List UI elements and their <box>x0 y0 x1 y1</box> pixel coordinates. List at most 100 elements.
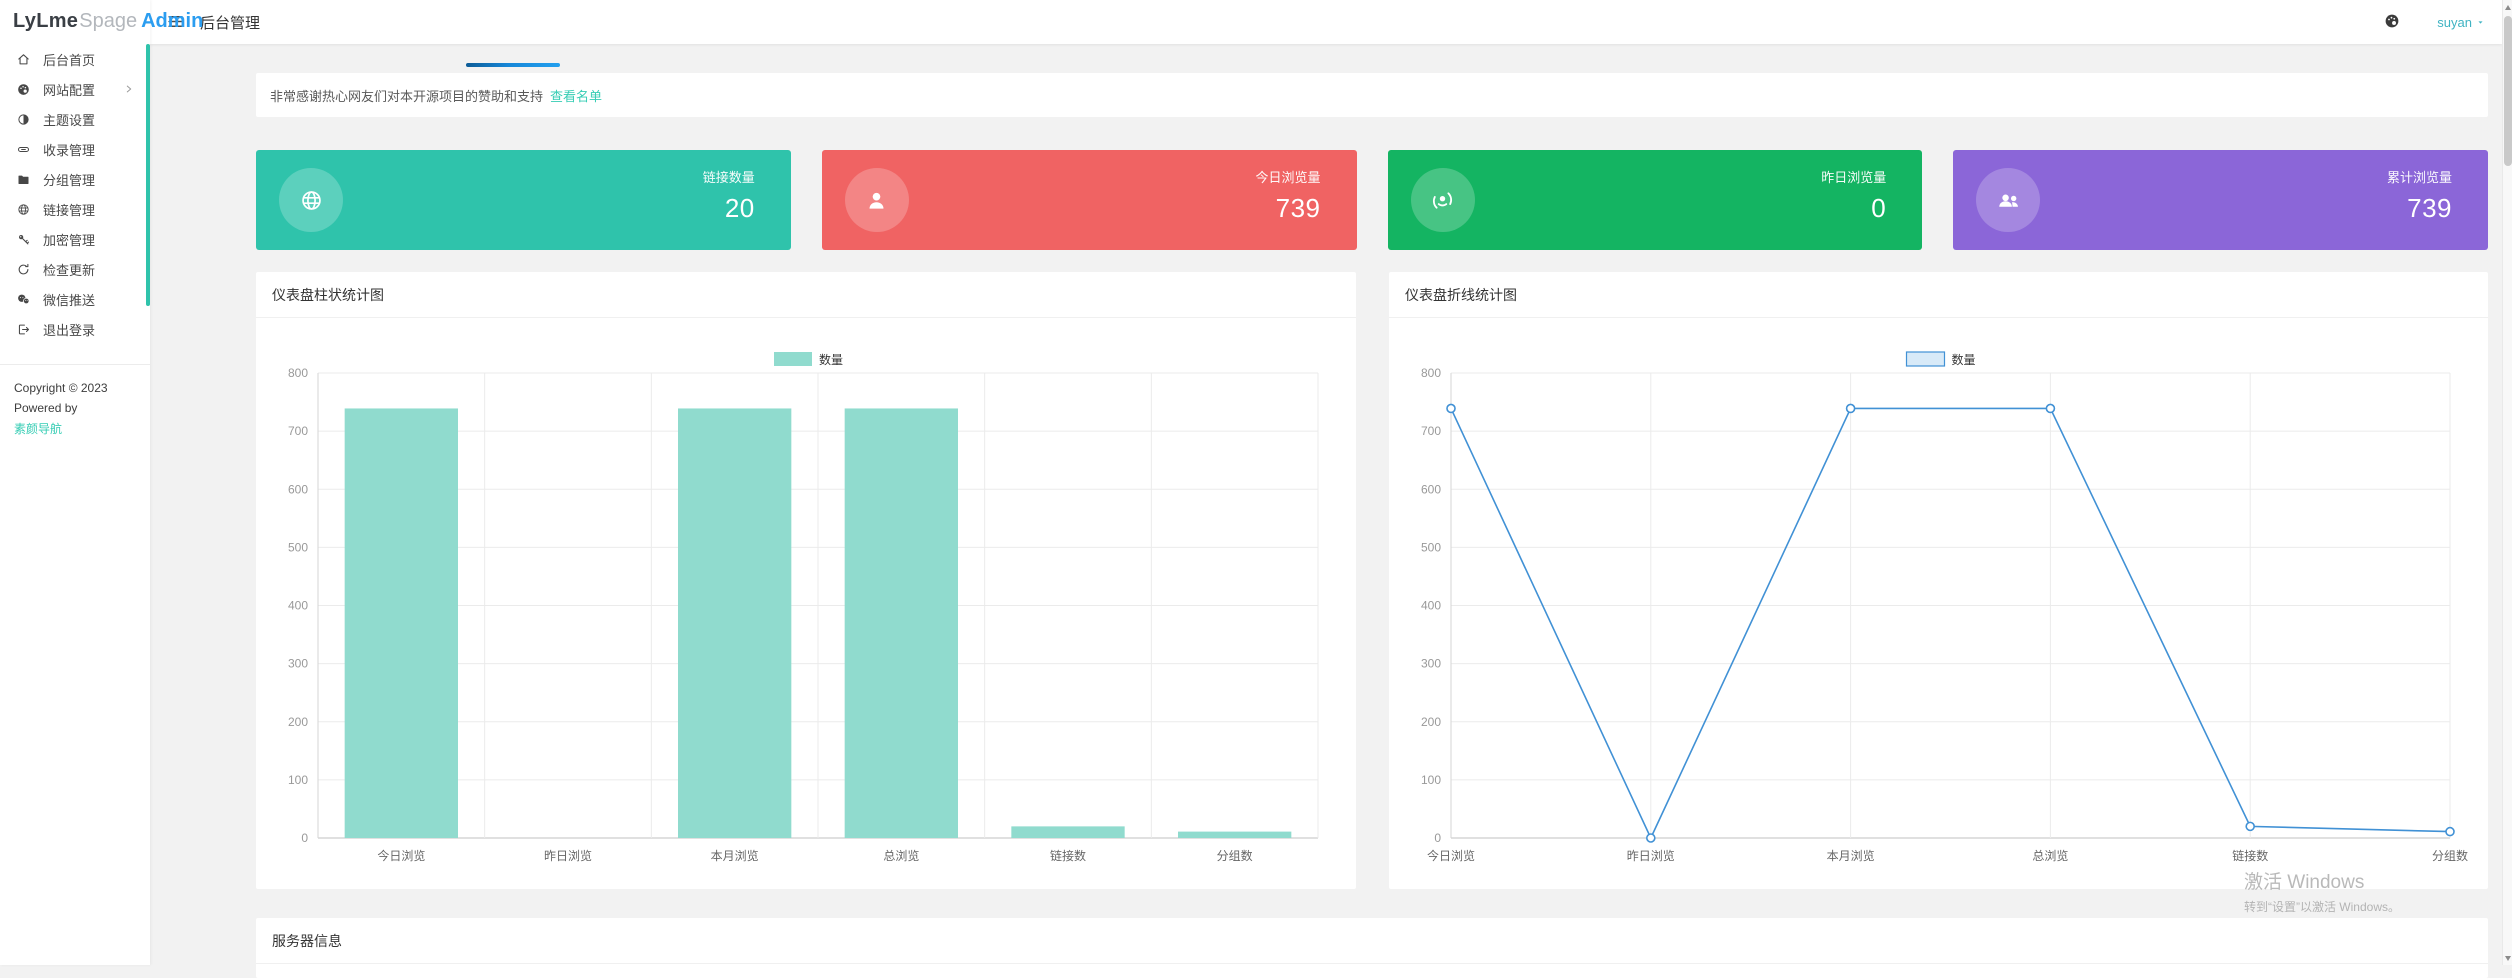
link-icon <box>15 141 32 158</box>
sidebar-item-label: 网站配置 <box>43 82 96 98</box>
bar-chart-card: 仪表盘柱状统计图 0 100 200 300 400 500 600 700 800 今日浏览 昨日… <box>256 272 1356 889</box>
sidebar-item-theme[interactable]: 主题设置 <box>0 104 150 134</box>
theme-icon <box>15 111 32 128</box>
stat-label: 累计浏览量 <box>2386 170 2452 185</box>
line-chart: 0 100 200 300 400 500 600 700 800 今日浏览 昨日浏览 本月浏览 总浏览… <box>1389 318 2488 889</box>
svg-text:本月浏览: 本月浏览 <box>711 848 759 863</box>
sidebar-item-label: 主题设置 <box>43 112 96 128</box>
users-icon <box>1976 168 2041 232</box>
svg-text:600: 600 <box>288 482 308 496</box>
stat-value: 0 <box>1871 193 1887 223</box>
svg-text:数量: 数量 <box>819 352 843 367</box>
sidebar-item-encryption[interactable]: 加密管理 <box>0 224 150 254</box>
wechat-icon <box>15 291 32 308</box>
sidebar-item-home[interactable]: 后台首页 <box>0 44 150 74</box>
sidebar-item-wechat-push[interactable]: 微信推送 <box>0 284 150 314</box>
svg-text:500: 500 <box>1421 540 1441 554</box>
sidebar-item-label: 退出登录 <box>43 322 96 338</box>
app-logo[interactable]: LyLme Spage Admin <box>0 0 203 42</box>
svg-text:200: 200 <box>288 715 308 729</box>
svg-text:300: 300 <box>1421 657 1441 671</box>
scrollbar-up-arrow[interactable] <box>2503 0 2512 14</box>
svg-text:分组数: 分组数 <box>1217 848 1253 863</box>
stat-card-yesterday-views: 昨日浏览量 0 <box>1387 150 1923 250</box>
globe-icon <box>279 168 343 232</box>
svg-text:本月浏览: 本月浏览 <box>1827 848 1875 863</box>
stat-card-total-views: 累计浏览量 739 <box>1953 150 2488 250</box>
sidebar-item-site-config[interactable]: 网站配置 <box>0 74 150 104</box>
charts-row: 仪表盘柱状统计图 0 100 200 300 400 500 600 700 800 今日浏览 昨日… <box>256 272 2488 889</box>
sidebar-item-logout[interactable]: 退出登录 <box>0 314 150 344</box>
palette-icon <box>15 81 32 98</box>
sidebar-item-groups[interactable]: 分组管理 <box>0 164 150 194</box>
main-content: 非常感谢热心网友们对本开源项目的赞助和支持 查看名单 链接数量 20 今日浏览量… <box>256 73 2488 978</box>
notice-text: 非常感谢热心网友们对本开源项目的赞助和支持 <box>270 88 544 104</box>
sidebar-footer: Copyright © 2023 Powered by 素颜导航 <box>0 365 150 452</box>
sidebar-item-label: 检查更新 <box>43 262 96 278</box>
svg-text:400: 400 <box>1421 599 1441 613</box>
user-icon <box>844 168 909 232</box>
svg-text:昨日浏览: 昨日浏览 <box>544 848 592 863</box>
globe-icon <box>15 201 32 218</box>
svg-text:链接数: 链接数 <box>2232 848 2268 863</box>
stat-card-today-views: 今日浏览量 739 <box>821 150 1357 250</box>
caret-down-icon <box>2477 19 2486 26</box>
key-icon <box>15 231 32 248</box>
sidebar-item-links[interactable]: 链接管理 <box>0 194 150 224</box>
user-dropdown[interactable]: suyan <box>2437 15 2486 30</box>
scrollbar-thumb[interactable] <box>2504 16 2512 166</box>
powered-by-link[interactable]: 素颜导航 <box>14 421 63 436</box>
sidebar-item-indexing[interactable]: 收录管理 <box>0 134 150 164</box>
bar-chart: 0 100 200 300 400 500 600 700 800 今日浏览 昨日浏览 本月浏览 总浏览… <box>256 318 1356 889</box>
stat-cards-row: 链接数量 20 今日浏览量 739 昨日浏览量 0 累计浏览量 739 <box>256 150 2488 250</box>
page-title: 后台管理 <box>200 14 261 32</box>
logo-part-spage: Spage <box>79 9 138 32</box>
line-chart-title: 仪表盘折线统计图 <box>1389 272 2488 318</box>
sidebar-item-check-update[interactable]: 检查更新 <box>0 254 150 284</box>
svg-text:200: 200 <box>1421 715 1441 729</box>
logo-part-lylme: LyLme <box>13 9 79 32</box>
svg-text:总浏览: 总浏览 <box>883 848 919 863</box>
stat-label: 昨日浏览量 <box>1821 170 1887 185</box>
svg-text:100: 100 <box>1421 773 1441 787</box>
server-info-card: 服务器信息 <box>256 918 2488 978</box>
svg-text:今日浏览: 今日浏览 <box>377 848 425 863</box>
user-focus-icon <box>1410 168 1475 232</box>
svg-text:链接数: 链接数 <box>1050 848 1086 863</box>
stat-value: 739 <box>1275 193 1321 223</box>
copyright-text: Copyright © 2023 Powered by <box>14 381 108 416</box>
sidebar-item-label: 微信推送 <box>43 292 96 308</box>
sidebar-item-label: 分组管理 <box>43 172 96 188</box>
view-list-link[interactable]: 查看名单 <box>550 88 603 104</box>
logo-part-admin: Admin <box>141 9 204 32</box>
scrollbar-down-arrow[interactable] <box>2503 951 2512 965</box>
home-icon <box>15 51 32 68</box>
theme-palette-icon[interactable] <box>2383 12 2403 32</box>
svg-text:500: 500 <box>288 540 308 554</box>
svg-text:600: 600 <box>1421 482 1441 496</box>
username: suyan <box>2437 14 2472 30</box>
sidebar-item-label: 后台首页 <box>43 52 96 68</box>
stat-value: 739 <box>2407 193 2452 223</box>
hamburger-menu-icon[interactable] <box>166 12 186 32</box>
svg-text:昨日浏览: 昨日浏览 <box>1627 848 1675 863</box>
svg-text:今日浏览: 今日浏览 <box>1427 848 1475 863</box>
bar-chart-title: 仪表盘柱状统计图 <box>256 272 1356 318</box>
sidebar-menu: 后台首页 网站配置 主题设置 收录管理 分组管理 链接管理 加密管理 <box>0 42 150 344</box>
server-info-title: 服务器信息 <box>256 918 2488 964</box>
line-chart-card: 仪表盘折线统计图 0 100 200 300 400 500 600 700 800 今日浏览 昨日… <box>1389 272 2488 889</box>
svg-text:700: 700 <box>288 424 308 438</box>
header-actions: suyan <box>2383 12 2486 32</box>
loading-progress-bar <box>466 63 560 67</box>
svg-text:0: 0 <box>301 831 308 845</box>
svg-text:分组数: 分组数 <box>2432 848 2468 863</box>
sidebar-divider <box>0 364 150 365</box>
sidebar-scrollbar-thumb[interactable] <box>146 44 150 306</box>
chevron-right-icon <box>124 84 134 94</box>
svg-text:数量: 数量 <box>1952 352 1976 367</box>
logout-icon <box>15 321 32 338</box>
refresh-icon <box>15 261 32 278</box>
sidebar-item-label: 链接管理 <box>43 202 96 218</box>
svg-text:300: 300 <box>288 657 308 671</box>
svg-text:700: 700 <box>1421 424 1441 438</box>
